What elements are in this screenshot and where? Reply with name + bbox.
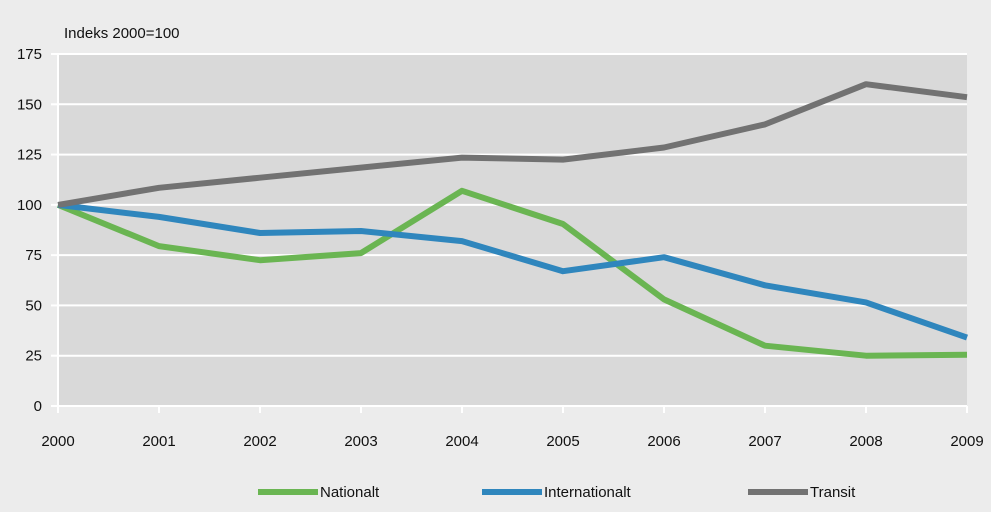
x-tick-label: 2002	[243, 433, 276, 450]
x-tick-label: 2004	[445, 433, 478, 450]
legend-label: Internationalt	[544, 484, 632, 501]
legend-label: Nationalt	[320, 484, 380, 501]
y-tick-label: 175	[17, 46, 42, 63]
legend-label: Transit	[810, 484, 856, 501]
y-tick-label: 125	[17, 147, 42, 164]
x-tick-label: 2005	[546, 433, 579, 450]
x-tick-label: 2003	[344, 433, 377, 450]
x-tick-label: 2007	[748, 433, 781, 450]
x-tick-label: 2009	[950, 433, 983, 450]
x-tick-label: 2001	[142, 433, 175, 450]
series-lines	[56, 81, 968, 359]
y-tick-label: 25	[25, 348, 42, 365]
series-line-nationalt	[56, 187, 968, 359]
legend: Nationalt Internationalt Transit	[258, 484, 856, 501]
y-tick-label: 150	[17, 96, 42, 113]
series-line-transit	[57, 81, 968, 208]
y-tick-label: 50	[25, 297, 42, 314]
series-line-internationalt	[57, 201, 968, 341]
y-tick-label: 0	[34, 398, 42, 415]
plot-area	[58, 54, 967, 406]
y-tick-label: 100	[17, 197, 42, 214]
y-axis-unit-label: Indeks 2000=100	[64, 25, 180, 42]
axes: 0 25 50 75 100 125 150 175 2000 2001 2002 2003 2004 2…	[17, 46, 984, 450]
x-tick-label: 2006	[647, 433, 680, 450]
x-tick-label: 2008	[849, 433, 882, 450]
y-tick-label: 75	[25, 247, 42, 264]
x-tick-label: 2000	[41, 433, 74, 450]
